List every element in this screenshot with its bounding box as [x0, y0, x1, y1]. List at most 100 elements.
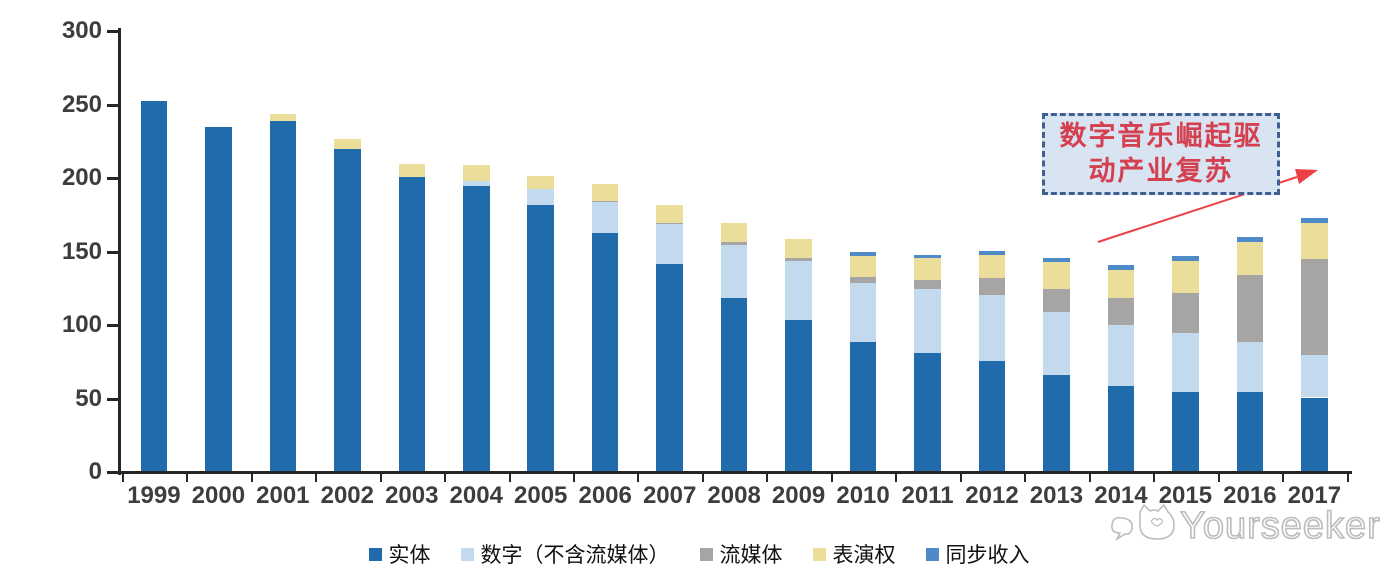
- bar-2014-segment: [1107, 297, 1135, 326]
- watermark-cat-logo: [1111, 503, 1175, 542]
- bar-2001-segment: [269, 121, 297, 471]
- x-axis-tick: [637, 474, 640, 482]
- legend-swatch-icon: [368, 547, 382, 561]
- y-axis-tick-label: 300: [61, 17, 102, 44]
- x-axis-category-label: 2002: [320, 482, 374, 509]
- bar-2008-segment: [720, 244, 748, 298]
- legend-item: 表演权: [812, 539, 896, 569]
- bar-2015-segment: [1172, 260, 1199, 294]
- bar-2015-segment: [1172, 391, 1199, 471]
- bar-2010-segment: [849, 282, 877, 342]
- legend-label: 实体: [388, 543, 431, 567]
- x-axis-tick: [1282, 474, 1285, 482]
- bar-2012-segment: [978, 278, 1006, 295]
- x-axis-category-label: 2001: [256, 482, 310, 509]
- bar-2017-segment: [1301, 354, 1328, 398]
- x-axis-tick: [186, 474, 189, 482]
- bar-2012-segment: [978, 360, 1006, 471]
- x-axis-category-label: 2016: [1223, 482, 1277, 509]
- bar-2007-segment: [656, 204, 683, 223]
- bar-2005-segment: [527, 175, 554, 189]
- bar-2006-segment: [591, 184, 619, 201]
- x-axis-tick: [444, 474, 447, 482]
- bar-2015-segment: [1172, 293, 1199, 333]
- y-axis-tick-label: 150: [61, 237, 102, 265]
- bar-2011-segment: [914, 254, 941, 258]
- annotation-callout: 数字音乐崛起驱 动产业复苏: [1042, 113, 1280, 195]
- bar-2006-segment: [591, 200, 619, 202]
- y-axis-tick: [107, 471, 118, 474]
- bar-2009-segment: [785, 257, 812, 261]
- bar-2014-segment: [1107, 325, 1135, 386]
- bar-2010-segment: [849, 256, 877, 277]
- x-axis-tick: [508, 474, 511, 482]
- bar-2005-segment: [527, 188, 554, 205]
- y-axis-line: [118, 28, 121, 475]
- x-axis-tick: [1088, 474, 1091, 482]
- x-axis-line: [118, 471, 1352, 474]
- x-axis-tick: [1217, 474, 1220, 482]
- x-axis-category-label: 2010: [836, 482, 890, 509]
- bar-2014-segment: [1107, 265, 1135, 270]
- bar-2017-segment: [1301, 222, 1328, 260]
- bar-2013-segment: [1043, 257, 1070, 263]
- annotation-text-line1: 数字音乐崛起驱: [1059, 120, 1263, 151]
- bar-2012-segment: [978, 250, 1006, 255]
- bar-2012-segment: [978, 294, 1006, 361]
- x-axis-tick: [701, 474, 704, 482]
- bar-2005-segment: [527, 204, 554, 471]
- bar-2011-segment: [914, 279, 941, 289]
- x-axis-category-label: 1999: [127, 482, 181, 509]
- x-axis-tick: [766, 474, 769, 482]
- legend-item: 数字（不含流媒体）: [460, 539, 670, 569]
- bar-2001-segment: [269, 113, 297, 122]
- y-axis-tick: [107, 30, 118, 33]
- bar-2013-segment: [1043, 375, 1070, 471]
- y-axis-tick-label: 100: [61, 311, 102, 338]
- bar-2010-segment: [849, 341, 877, 471]
- bar-2010-segment: [849, 251, 877, 257]
- legend-swatch-icon: [699, 547, 713, 561]
- legend-label: 数字（不含流媒体）: [480, 543, 670, 567]
- bar-2016-segment: [1236, 341, 1264, 392]
- bar-2006-segment: [591, 232, 619, 471]
- bar-2016-segment: [1236, 237, 1264, 242]
- legend-swatch-icon: [925, 547, 939, 561]
- bar-2004-segment: [463, 185, 490, 471]
- bar-2011-segment: [914, 353, 941, 471]
- legend-label: 流媒体: [719, 543, 783, 567]
- bar-2011-segment: [914, 288, 941, 354]
- bar-2008-segment: [720, 297, 748, 471]
- legend-item: 实体: [368, 539, 431, 569]
- bar-2011-segment: [914, 257, 941, 280]
- x-axis-category-label: 2013: [1029, 482, 1084, 509]
- x-axis-tick: [572, 474, 575, 482]
- x-axis-category-label: 2006: [578, 482, 632, 509]
- x-axis-category-label: 2007: [642, 482, 697, 509]
- chart-legend: 实体 数字（不含流媒体） 流媒体 表演权 同步收入: [0, 539, 1398, 569]
- x-axis-tick: [1346, 474, 1349, 482]
- bar-2017-segment: [1301, 397, 1328, 471]
- x-axis-tick: [1153, 474, 1156, 482]
- x-axis-category-label: 2000: [191, 482, 246, 509]
- bar-2017-segment: [1301, 259, 1328, 355]
- bar-2009-segment: [785, 238, 812, 258]
- bar-2013-segment: [1043, 312, 1070, 376]
- bar-2002-segment: [334, 138, 361, 150]
- y-axis-tick-label: 200: [61, 164, 102, 191]
- bar-2016-segment: [1236, 241, 1264, 276]
- x-axis-tick: [379, 474, 382, 482]
- bar-2009-segment: [785, 260, 812, 320]
- legend-label: 同步收入: [945, 543, 1030, 567]
- bar-2009-segment: [785, 319, 812, 471]
- bar-2007-segment: [656, 263, 683, 471]
- bar-2007-segment: [656, 224, 683, 264]
- x-axis-tick: [315, 474, 318, 482]
- bar-2002-segment: [334, 149, 361, 471]
- bar-2003-segment: [398, 163, 426, 177]
- y-axis-tick: [107, 250, 118, 254]
- x-axis-tick: [895, 474, 898, 482]
- y-axis-tick: [107, 397, 118, 401]
- x-axis-category-label: 2011: [901, 482, 954, 509]
